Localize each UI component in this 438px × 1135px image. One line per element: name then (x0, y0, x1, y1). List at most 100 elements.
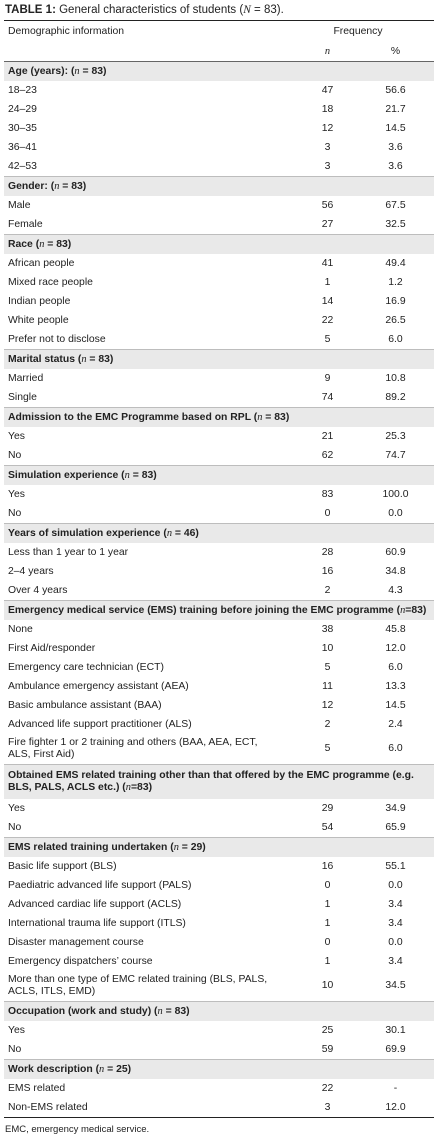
table-row: No 62 74.7 (4, 446, 434, 466)
section-title-text: Marital status ( (8, 353, 82, 365)
section-title-text: Obtained EMS related training other than… (8, 770, 414, 793)
row-percent: 3.4 (388, 898, 403, 910)
row-n: 47 (321, 84, 334, 96)
section-title-tail: = 83) (79, 65, 107, 77)
row-percent: 16.9 (385, 295, 406, 307)
row-label: More than one type of EMC related traini… (8, 974, 268, 997)
section-title-n: n (54, 180, 60, 192)
section-title-tail: = 83) (129, 469, 157, 481)
header-demographic: Demographic information (4, 20, 282, 43)
row-percent: 25.3 (385, 430, 406, 442)
header-blank (4, 43, 282, 62)
table-row: Yes 21 25.3 (4, 427, 434, 446)
section-title-text: Work description ( (8, 1063, 100, 1075)
table-title-suffix: = 83). (250, 4, 284, 16)
section-title-tail: = 83) (59, 180, 87, 192)
row-n: 22 (321, 1082, 334, 1094)
row-label: No (8, 449, 22, 461)
table-row: International trauma life support (ITLS)… (4, 914, 434, 933)
row-n: 3 (282, 1098, 357, 1118)
row-label: Yes (8, 802, 25, 814)
document-page: TABLE 1: General characteristics of stud… (4, 0, 434, 1135)
section-title: Obtained EMS related training other than… (4, 764, 434, 799)
table-row: EMS related 22 - (4, 1079, 434, 1098)
table-row: 30–35 12 14.5 (4, 119, 434, 138)
table-row: Married 9 10.8 (4, 369, 434, 388)
table-row: Disaster management course 0 0.0 (4, 933, 434, 952)
table-row: No 54 65.9 (4, 818, 434, 838)
section-title-n: n (124, 469, 130, 481)
section-title-n: n (166, 527, 173, 539)
section-header-row: Occupation (work and study) (n = 83) (4, 1001, 434, 1021)
section-header-row: Race (n = 83) (4, 234, 434, 254)
section-title: Race (n = 83) (4, 234, 434, 254)
section-header-row: Work description (n = 25) (4, 1059, 434, 1079)
table-title-text: General characteristics of students ( (55, 4, 244, 16)
section-title: Work description (n = 25) (4, 1059, 434, 1079)
row-label: No (8, 507, 22, 519)
row-percent: 49.4 (385, 257, 406, 269)
row-n: 0 (324, 936, 331, 948)
section-title: Marital status (n = 83) (4, 349, 434, 369)
table-row: Non-EMS related 3 12.0 (4, 1098, 434, 1118)
section-header-row: Obtained EMS related training other than… (4, 764, 434, 799)
section-title: Occupation (work and study) (n = 83) (4, 1001, 434, 1021)
row-n: 22 (321, 314, 334, 326)
table-row: Male 56 67.5 (4, 196, 434, 215)
row-percent: 89.2 (385, 391, 406, 403)
section-title-tail: = 25) (104, 1063, 132, 1075)
row-percent: 14.5 (385, 122, 406, 134)
row-n: 28 (321, 546, 334, 558)
row-label: None (8, 623, 33, 635)
row-n: 74 (321, 391, 334, 403)
row-label: Fire fighter 1 or 2 training and others … (8, 737, 258, 760)
row-percent: 3.6 (388, 141, 403, 153)
row-percent: 34.5 (385, 980, 406, 991)
row-n: 12 (321, 122, 334, 134)
section-header-row: Marital status (n = 83) (4, 349, 434, 369)
row-label: Yes (8, 430, 25, 442)
row-label: Basic life support (BLS) (8, 860, 117, 872)
table-title-label: TABLE 1: (5, 4, 56, 16)
row-percent: 21.7 (385, 103, 406, 115)
row-percent: 6.0 (388, 333, 403, 345)
section-title-tail: =83) (130, 782, 153, 793)
row-percent: 3.4 (388, 917, 403, 929)
section-title: Gender: (n = 83) (4, 176, 434, 196)
row-label: 2–4 years (8, 565, 54, 577)
row-percent: 10.8 (385, 372, 406, 384)
row-percent: 34.9 (385, 802, 406, 814)
section-title-n: n (400, 604, 406, 616)
row-percent: 100.0 (382, 488, 409, 500)
section-title: Simulation experience (n = 83) (4, 465, 434, 485)
section-title-tail: = 29) (178, 841, 206, 853)
row-label: Disaster management course (8, 936, 144, 948)
row-label: Basic ambulance assistant (BAA) (8, 699, 162, 711)
row-n: 59 (321, 1043, 334, 1055)
row-n: 14 (321, 295, 334, 307)
section-title-n: n (125, 782, 131, 793)
section-title-tail: = 83) (86, 353, 114, 365)
row-n: 5 (324, 333, 331, 345)
row-percent: - (393, 1082, 398, 1094)
row-n: 83 (321, 488, 334, 500)
section-title-n: n (74, 65, 80, 77)
row-n: 16 (321, 860, 334, 872)
section-title-n: n (99, 1063, 105, 1075)
section-title: EMS related training undertaken (n = 29) (4, 837, 434, 857)
table-row: Prefer not to disclose 5 6.0 (4, 330, 434, 350)
row-percent: 13.3 (385, 680, 406, 692)
row-percent: 69.9 (385, 1043, 406, 1055)
table-row: No 59 69.9 (4, 1040, 434, 1060)
table-row: 42–53 3 3.6 (4, 157, 434, 177)
section-title-n: n (257, 411, 263, 423)
row-n: 0 (324, 879, 331, 891)
section-title-tail: =83) (405, 604, 427, 616)
row-label: EMS related (8, 1082, 66, 1094)
table-row: Emergency dispatchers’ course 1 3.4 (4, 952, 434, 971)
section-title-text: Age (years): ( (8, 65, 75, 77)
table-row: No 0 0.0 (4, 504, 434, 524)
row-label: 36–41 (8, 141, 37, 153)
section-title-tail: = 46) (172, 527, 199, 539)
row-percent: 2.4 (388, 718, 403, 730)
